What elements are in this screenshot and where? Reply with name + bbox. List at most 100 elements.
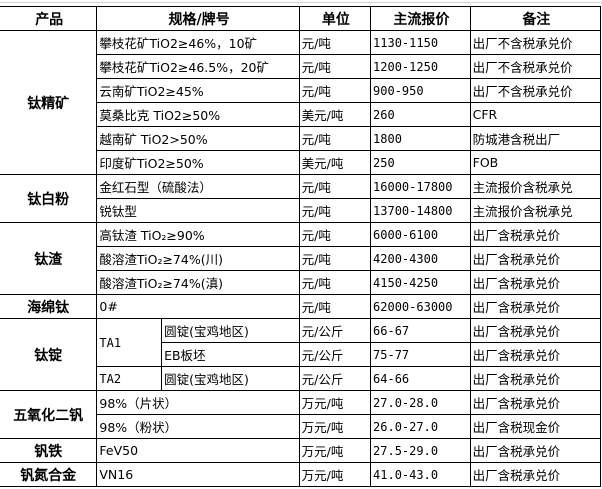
table-row: 云南矿TiO2≥45% 元/吨 900-950 出厂不含税承兑价 xyxy=(0,78,602,103)
spec: 98%（片状） xyxy=(96,390,300,415)
price: 62000-63000 xyxy=(370,294,471,319)
table-row: 酸溶渣TiO₂≥74%(滇) 元/吨 4150-4250 出厂含税承兑价 xyxy=(0,270,602,295)
table-row: 五氧化二钒 98%（片状） 万元/吨 27.0-28.0 出厂含税承兑价 xyxy=(0,390,602,439)
unit: 元/吨 xyxy=(298,198,372,223)
product-name: 钛锭 xyxy=(0,318,98,391)
product-name: 五氧化二钒 xyxy=(0,390,98,439)
note: 防城港含税出厂 xyxy=(469,126,602,151)
unit: 万元/吨 xyxy=(298,414,372,439)
price: 64-66 xyxy=(370,366,471,391)
unit: 元/吨 xyxy=(298,126,372,151)
note: 出厂不含税承兑价 xyxy=(469,78,602,103)
grade: TA2 xyxy=(96,366,163,391)
table-row: 钛精矿 攀枝花矿TiO2≥46%，10矿 元/吨 1130-1150 出厂不含税承兑价 xyxy=(0,30,602,175)
unit: 元/吨 xyxy=(298,174,372,199)
price: 27.0-28.0 xyxy=(370,390,471,415)
price: 13700-14800 xyxy=(370,198,471,223)
price: 26.0-27.0 xyxy=(370,414,471,439)
table-row: 酸溶渣TiO₂≥74%(川) 元/吨 4200-4300 出厂含税承兑价 xyxy=(0,246,602,271)
price: 6000-6100 xyxy=(370,222,471,247)
table-row: 钛锭 TA1 圆锭(宝鸡地区) 元/公斤 66-67 出厂含税承兑价 xyxy=(0,318,602,391)
note: 出厂含税承兑价 xyxy=(469,366,602,391)
header-price: 主流报价 xyxy=(370,6,471,31)
product-name: 钛白粉 xyxy=(0,174,98,223)
note: 出厂含税承兑价 xyxy=(469,294,602,319)
product-name: 海绵钛 xyxy=(0,294,98,319)
grade: TA1 xyxy=(96,318,163,367)
price: 41.0-43.0 xyxy=(370,462,471,487)
table-row: 锐钛型 元/吨 13700-14800 主流报价含税承兑 xyxy=(0,198,602,223)
unit: 美元/吨 xyxy=(298,102,372,127)
price: 1200-1250 xyxy=(370,54,471,79)
spec: 酸溶渣TiO₂≥74%(滇) xyxy=(96,270,300,295)
unit: 元/吨 xyxy=(298,222,372,247)
header-unit: 单位 xyxy=(298,6,372,31)
price: 250 xyxy=(370,150,471,175)
note: 出厂含税承兑价 xyxy=(469,222,602,247)
note: 主流报价含税承兑 xyxy=(469,174,602,199)
unit: 元/吨 xyxy=(298,294,372,319)
note: 出厂含税承兑价 xyxy=(469,462,602,487)
price: 1800 xyxy=(370,126,471,151)
table-row: 海绵钛 0# 元/吨 62000-63000 出厂含税承兑价 xyxy=(0,294,602,319)
table-row: 钛白粉 金红石型（硫酸法） 元/吨 16000-17800 主流报价含税承兑 xyxy=(0,174,602,223)
unit: 元/吨 xyxy=(298,54,372,79)
product-name: 钛精矿 xyxy=(0,30,98,175)
price: 16000-17800 xyxy=(370,174,471,199)
spec: 莫桑比克 TiO2≥50% xyxy=(96,102,300,127)
header-note: 备注 xyxy=(469,6,602,31)
price: 900-950 xyxy=(370,78,471,103)
price: 4150-4250 xyxy=(370,270,471,295)
header-spec: 规格/牌号 xyxy=(96,6,300,31)
spec: FeV50 xyxy=(96,438,300,463)
price: 4200-4300 xyxy=(370,246,471,271)
product-name: 钒铁 xyxy=(0,438,98,463)
price: 75-77 xyxy=(370,342,471,367)
unit: 美元/吨 xyxy=(298,150,372,175)
spec: 锐钛型 xyxy=(96,198,300,223)
note: CFR xyxy=(469,102,602,127)
spec: 印度矿TiO2≥50% xyxy=(96,150,300,175)
spec: 云南矿TiO2≥45% xyxy=(96,78,300,103)
unit: 元/吨 xyxy=(298,270,372,295)
spec: 高钛渣 TiO₂≥90% xyxy=(96,222,300,247)
price-table: 产品 规格/牌号 单位 主流报价 备注 钛精矿 攀枝花矿TiO2≥46%，10矿元… xyxy=(0,6,602,487)
unit: 元/公斤 xyxy=(298,342,372,367)
spec: 0# xyxy=(96,294,300,319)
table-row: 钛渣 高钛渣 TiO₂≥90% 元/吨 6000-6100 出厂含税承兑价 xyxy=(0,222,602,295)
unit: 元/公斤 xyxy=(298,366,372,391)
header-row: 产品 规格/牌号 单位 主流报价 备注 xyxy=(0,6,602,31)
sheet-gridline xyxy=(0,2,602,3)
spec: VN16 xyxy=(96,462,300,487)
note: FOB xyxy=(469,150,602,175)
note: 出厂不含税承兑价 xyxy=(469,30,602,55)
unit: 元/公斤 xyxy=(298,318,372,343)
spec: 圆锭(宝鸡地区) xyxy=(161,318,300,343)
note: 出厂含税承兑价 xyxy=(469,390,602,415)
price: 27.5-29.0 xyxy=(370,438,471,463)
spec: EB板坯 xyxy=(161,342,300,367)
note: 出厂含税承兑价 xyxy=(469,246,602,271)
spec: 98%（粉状） xyxy=(96,414,300,439)
spec: 圆锭(宝鸡地区) xyxy=(161,366,300,391)
unit: 元/吨 xyxy=(298,246,372,271)
table-row: 钒氮合金 VN16 万元/吨 41.0-43.0 出厂含税承兑价 xyxy=(0,462,602,487)
unit: 万元/吨 xyxy=(298,438,372,463)
product-name: 钛渣 xyxy=(0,222,98,295)
header-product: 产品 xyxy=(0,6,98,31)
unit: 元/吨 xyxy=(298,78,372,103)
note: 出厂不含税承兑价 xyxy=(469,54,602,79)
spec: 攀枝花矿TiO2≥46.5%，20矿 xyxy=(96,54,300,79)
price: 260 xyxy=(370,102,471,127)
price: 1130-1150 xyxy=(370,30,471,55)
table-row: 钒铁 FeV50 万元/吨 27.5-29.0 出厂含税承兑价 xyxy=(0,438,602,463)
spec: 越南矿 TiO2>50% xyxy=(96,126,300,151)
unit: 万元/吨 xyxy=(298,462,372,487)
spec: 攀枝花矿TiO2≥46%，10矿 xyxy=(96,30,300,55)
note: 出厂含税承兑价 xyxy=(469,318,602,343)
note: 出厂含税承兑价 xyxy=(469,438,602,463)
note: 主流报价含税承兑 xyxy=(469,198,602,223)
table-row: 莫桑比克 TiO2≥50% 美元/吨 260 CFR xyxy=(0,102,602,127)
note: 出厂含税承兑价 xyxy=(469,342,602,367)
note: 出厂含税承兑价 xyxy=(469,270,602,295)
